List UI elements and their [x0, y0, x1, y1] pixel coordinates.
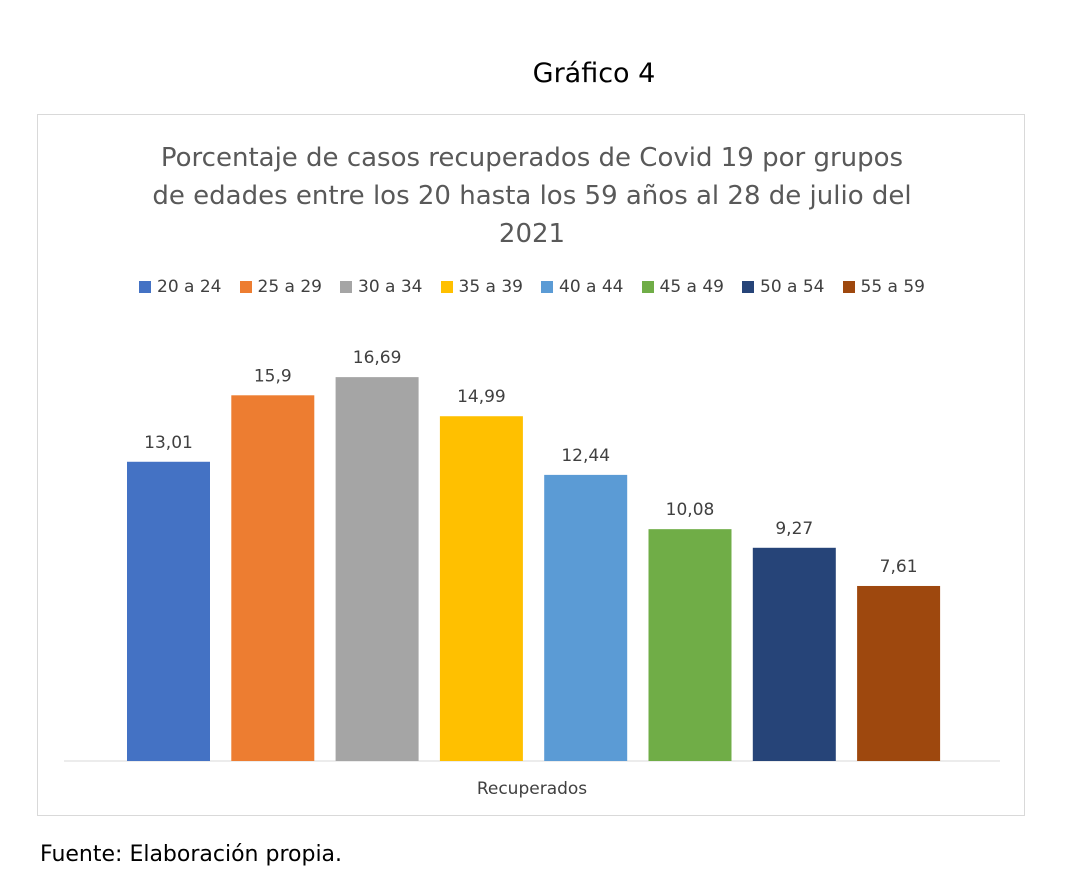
bar-value-label: 9,27: [775, 519, 813, 539]
bar-value-label: 12,44: [561, 446, 610, 466]
bar-value-label: 10,08: [666, 500, 715, 520]
legend-swatch: [742, 281, 754, 293]
bar-value-label: 16,69: [353, 348, 402, 368]
chart-legend: 20 a 24 25 a 29 30 a 34 35 a 39 40 a 44 45 a …: [38, 277, 1026, 297]
legend-label: 30 a 34: [358, 277, 423, 297]
bar-value-label: 7,61: [880, 557, 918, 577]
legend-item: 45 a 49: [641, 277, 725, 297]
bar: [439, 416, 523, 761]
legend-swatch: [842, 281, 855, 293]
bar: [127, 461, 210, 761]
bar: [231, 395, 315, 761]
legend-swatch: [340, 281, 352, 293]
figure-caption: Gráfico 4: [532, 58, 656, 89]
bar-value-label: 15,9: [254, 366, 292, 386]
legend-item: 35 a 39: [440, 277, 524, 297]
chart-title-text: Porcentaje de casos recuperados de Covid…: [152, 143, 912, 249]
bar: [335, 377, 419, 761]
legend-label: 55 a 59: [860, 277, 926, 297]
chart-title: Porcentaje de casos recuperados de Covid…: [38, 139, 1026, 253]
legend-label: 25 a 29: [257, 277, 323, 297]
legend-item: 20 a 24: [139, 277, 222, 297]
source-note: Fuente: Elaboración propia.: [40, 842, 343, 867]
legend-swatch: [641, 281, 654, 293]
chart-frame: Porcentaje de casos recuperados de Covid…: [37, 114, 1025, 816]
legend-item: 40 a 44: [541, 277, 624, 297]
bar: [648, 529, 732, 761]
legend-item: 30 a 34: [340, 277, 423, 297]
legend-item: 55 a 59: [842, 277, 926, 297]
legend-swatch: [440, 281, 453, 293]
x-axis-label: Recuperados: [476, 779, 588, 799]
bar-value-label: 14,99: [457, 387, 506, 407]
bar: [544, 474, 628, 761]
legend-label: 40 a 44: [559, 277, 624, 297]
bar: [857, 585, 941, 761]
bar: [752, 547, 836, 761]
legend-label: 50 a 54: [760, 277, 825, 297]
legend-label: 35 a 39: [458, 277, 524, 297]
bar-plot: 13,01 15,9 16,69 14,99 12,44 10,08 9,27 7,61: [64, 348, 1000, 762]
legend-item: 25 a 29: [239, 277, 323, 297]
legend-item: 50 a 54: [742, 277, 825, 297]
legend-swatch: [541, 281, 553, 293]
legend-label: 45 a 49: [659, 277, 725, 297]
legend-label: 20 a 24: [157, 277, 222, 297]
legend-swatch: [239, 281, 252, 293]
legend-swatch: [139, 281, 151, 293]
bar-value-label: 13,01: [144, 433, 193, 453]
